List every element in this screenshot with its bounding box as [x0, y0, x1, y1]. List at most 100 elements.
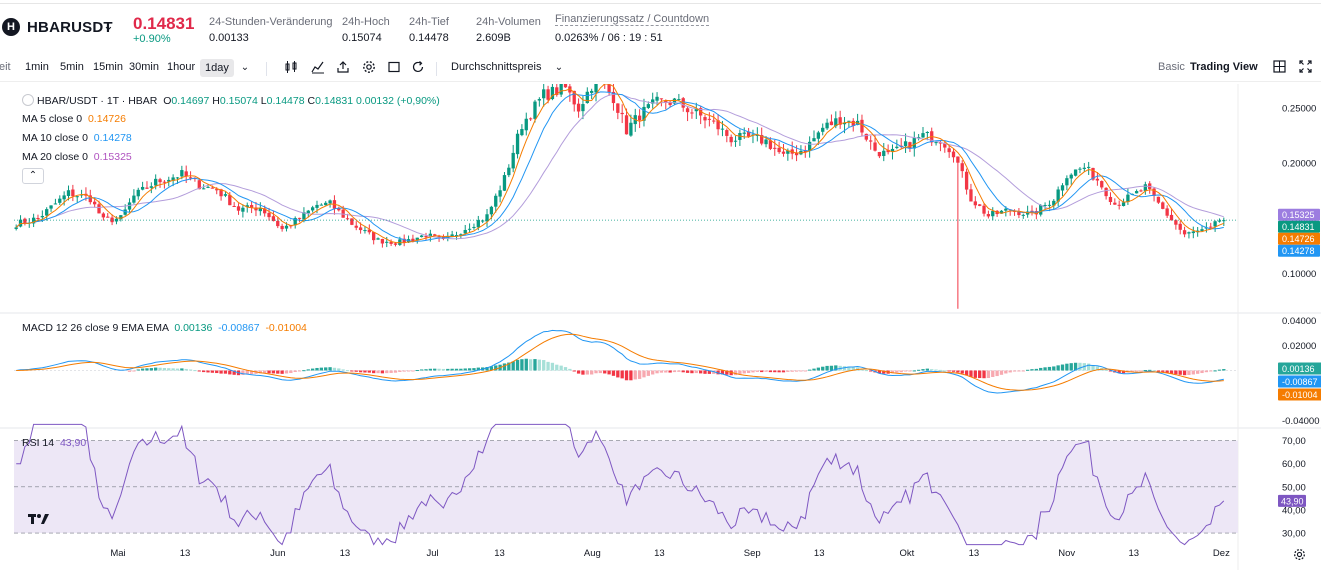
- candle-body: [803, 150, 807, 153]
- view-tradingview-button[interactable]: Trading View: [1190, 61, 1258, 73]
- candle-body: [886, 149, 890, 153]
- candle-body: [951, 151, 956, 158]
- macd-hist-bar: [280, 370, 284, 374]
- macd-hist-bar: [215, 370, 219, 374]
- stat-label: 24h-Hoch: [342, 16, 390, 28]
- macd-hist-bar: [315, 367, 319, 371]
- candle-body: [267, 212, 271, 218]
- macd-legend[interactable]: MACD 12 26 close 9 EMA EMA 0.00136 -0.00…: [22, 322, 307, 334]
- macd-hist-bar: [385, 370, 389, 374]
- stat-funding-rate[interactable]: Finanzierungssatz / Countdown 0.0263% / …: [555, 13, 710, 44]
- macd-hist-bar: [603, 370, 607, 374]
- macd-hist-bar: [406, 370, 411, 372]
- candle-body: [616, 103, 620, 113]
- interval-1hour[interactable]: 1hour: [167, 61, 196, 73]
- rsi-legend[interactable]: RSI 14 43,90: [22, 437, 86, 449]
- legend-high: 0.15074: [219, 95, 258, 107]
- rsi-axis-label: 70,00: [1282, 436, 1306, 447]
- ma20-price-tag: 0.15325: [1278, 208, 1320, 221]
- stat-24h-low: 24h-Tief 0.14478: [409, 16, 449, 44]
- reset-icon[interactable]: [410, 60, 426, 76]
- indicator-icon[interactable]: [310, 60, 326, 76]
- candle-body: [380, 238, 385, 244]
- interval-1day[interactable]: 1day: [200, 59, 234, 77]
- chevron-down-icon[interactable]: ⌄: [554, 62, 564, 73]
- interval-30min[interactable]: 30min: [129, 61, 159, 73]
- candle-body: [206, 186, 210, 188]
- macd-hist-bar: [1174, 370, 1178, 375]
- time-axis-label: Dez: [1213, 548, 1230, 559]
- candle-body: [140, 186, 145, 190]
- layout-grid-icon[interactable]: [1271, 60, 1287, 76]
- share-icon[interactable]: [335, 60, 351, 76]
- candle-body: [611, 91, 616, 104]
- interval-1min[interactable]: 1min: [25, 61, 49, 73]
- stat-label[interactable]: Finanzierungssatz / Countdown: [555, 13, 710, 26]
- time-label[interactable]: eit: [0, 61, 11, 73]
- macd-hist-bar: [555, 364, 559, 371]
- macd-hist-bar: [1209, 370, 1213, 372]
- candle-body: [437, 236, 441, 238]
- macd-hist-bar: [319, 367, 324, 371]
- ma10-price-tag: 0.14278: [1278, 244, 1320, 257]
- interval-5min[interactable]: 5min: [60, 61, 84, 73]
- macd-hist-bar: [402, 370, 406, 372]
- macd-hist-bar: [982, 370, 986, 379]
- ma10-legend[interactable]: MA 10 close 0 0.14278: [22, 132, 132, 144]
- collapse-legend-button[interactable]: ⌃: [22, 168, 44, 184]
- candle-body: [389, 241, 393, 244]
- chevron-down-icon[interactable]: ⌄: [240, 62, 250, 73]
- settings-icon[interactable]: [361, 60, 377, 76]
- legend-title: HBAR/USDT · 1T · HBAR: [37, 95, 158, 107]
- candle-body: [345, 218, 350, 220]
- ma20-line: [15, 93, 1224, 240]
- macd-hist-bar: [1143, 370, 1148, 372]
- candle-body: [45, 209, 49, 216]
- symbol-name[interactable]: HBARUSDT: [27, 19, 113, 36]
- candle-body: [498, 190, 502, 197]
- time-axis-label: Aug: [584, 548, 601, 559]
- ma5-value: 0.14726: [87, 113, 126, 125]
- candle-body: [1069, 174, 1073, 179]
- macd-hist-bar: [786, 370, 790, 372]
- candle-body: [106, 216, 110, 218]
- candle-body: [664, 100, 668, 104]
- macd-hist-bar: [136, 369, 140, 371]
- stat-24h-change: 24-Stunden-Veränderung 0.00133: [209, 16, 333, 44]
- time-axis-label: Nov: [1058, 548, 1075, 559]
- candle-body: [310, 207, 315, 211]
- tradingview-logo-icon[interactable]: [28, 513, 50, 528]
- macd-hist-bar: [829, 365, 834, 371]
- macd-hist-bar: [842, 366, 847, 371]
- interval-15min[interactable]: 15min: [93, 61, 123, 73]
- ma20-legend[interactable]: MA 20 close 0 0.15325: [22, 151, 132, 163]
- candle-body: [829, 121, 834, 126]
- ma5-legend[interactable]: MA 5 close 0 0.14726: [22, 113, 126, 125]
- candle-type-icon[interactable]: [283, 60, 299, 76]
- candle-body: [337, 208, 341, 211]
- candle-body: [127, 202, 132, 210]
- view-basic-button[interactable]: Basic: [1158, 61, 1185, 73]
- macd-hist-tag: 0.00136: [1278, 362, 1321, 375]
- axis-settings-icon[interactable]: [1293, 548, 1306, 564]
- macd-hist-bar: [807, 369, 812, 371]
- candle-body: [1134, 191, 1139, 194]
- macd-hist-bar: [1008, 370, 1012, 373]
- price-type-select[interactable]: Durchschnittspreis: [451, 61, 542, 73]
- candle-body: [773, 147, 777, 149]
- expand-icon[interactable]: [1297, 60, 1313, 76]
- macd-hist-bar: [267, 370, 271, 374]
- macd-hist-bar: [140, 368, 145, 371]
- macd-hist-bar: [1139, 370, 1143, 372]
- candle-body: [467, 228, 472, 230]
- fullscreen-box-icon[interactable]: [386, 60, 402, 76]
- macd-hist-bar: [332, 367, 337, 371]
- candle-body: [223, 194, 228, 196]
- candle-body: [88, 195, 92, 203]
- candle-body: [1087, 166, 1091, 168]
- macd-hist-bar: [607, 370, 611, 375]
- chevron-down-icon[interactable]: ⌄: [103, 18, 114, 33]
- macd-hist-bar: [916, 369, 921, 371]
- price-chart[interactable]: 0.250000.200000.150000.100000.040000.020…: [0, 84, 1321, 570]
- macd-hist-bar: [751, 370, 755, 373]
